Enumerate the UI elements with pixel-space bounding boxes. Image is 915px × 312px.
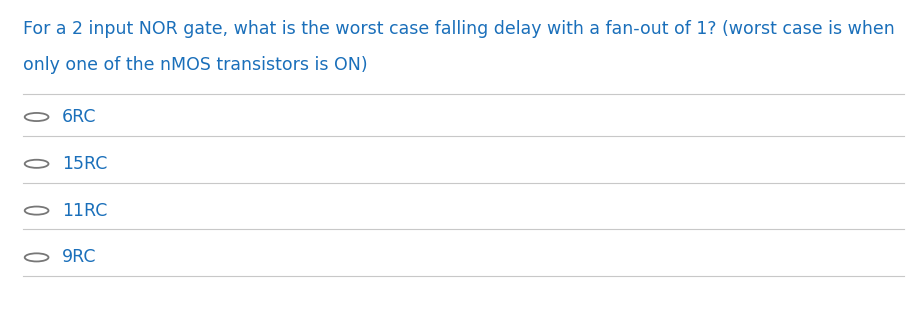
Text: only one of the nMOS transistors is ON): only one of the nMOS transistors is ON) bbox=[23, 56, 368, 74]
Text: 15RC: 15RC bbox=[62, 155, 108, 173]
Text: 6RC: 6RC bbox=[62, 108, 97, 126]
Text: 9RC: 9RC bbox=[62, 248, 97, 266]
Text: For a 2 input NOR gate, what is the worst case falling delay with a fan-out of 1: For a 2 input NOR gate, what is the wors… bbox=[23, 20, 895, 38]
Text: 11RC: 11RC bbox=[62, 202, 108, 220]
